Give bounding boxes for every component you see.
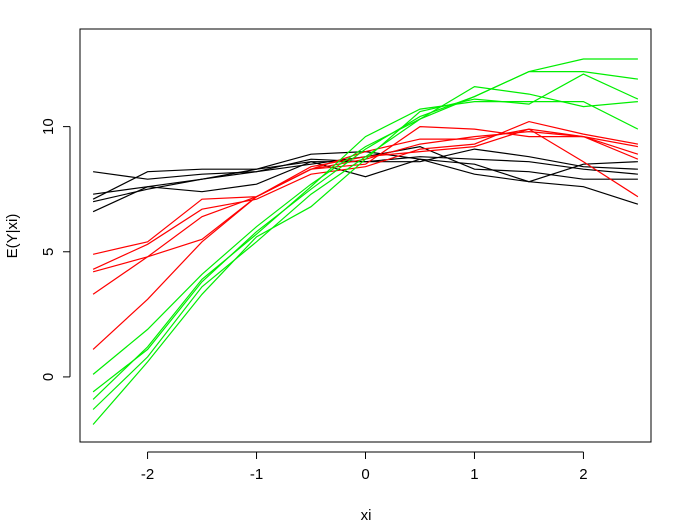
series-line-red-7 [92, 120, 639, 270]
series-lines [92, 58, 639, 425]
x-tick-label: -2 [141, 466, 154, 483]
series-line-black-5 [92, 148, 638, 200]
x-tick-label: 0 [361, 466, 369, 483]
y-axis-title: E(Y|xi) [4, 214, 21, 259]
x-tick-label: 1 [470, 466, 478, 483]
plot-frame [79, 28, 652, 443]
x-tick-label: -1 [250, 466, 263, 483]
series-line-red-8 [92, 130, 639, 273]
series-line-green-13 [92, 100, 639, 400]
x-tick-label: 2 [579, 466, 587, 483]
series-line-black-2 [93, 158, 638, 195]
series-line-green-11 [92, 58, 638, 375]
series-line-green-14 [92, 85, 638, 410]
y-axis: 0 5 10 [40, 118, 71, 381]
y-tick-label: 0 [40, 373, 57, 381]
series-line-green-15 [92, 73, 639, 425]
series-line-green-12 [92, 70, 638, 393]
series-line-red-9 [92, 128, 639, 295]
x-axis-title: xi [361, 507, 372, 524]
y-tick-label: 10 [40, 118, 57, 135]
series-line-red-6 [92, 125, 639, 255]
x-axis: -2 -1 0 1 2 [141, 451, 588, 483]
y-tick-label: 5 [40, 248, 57, 256]
